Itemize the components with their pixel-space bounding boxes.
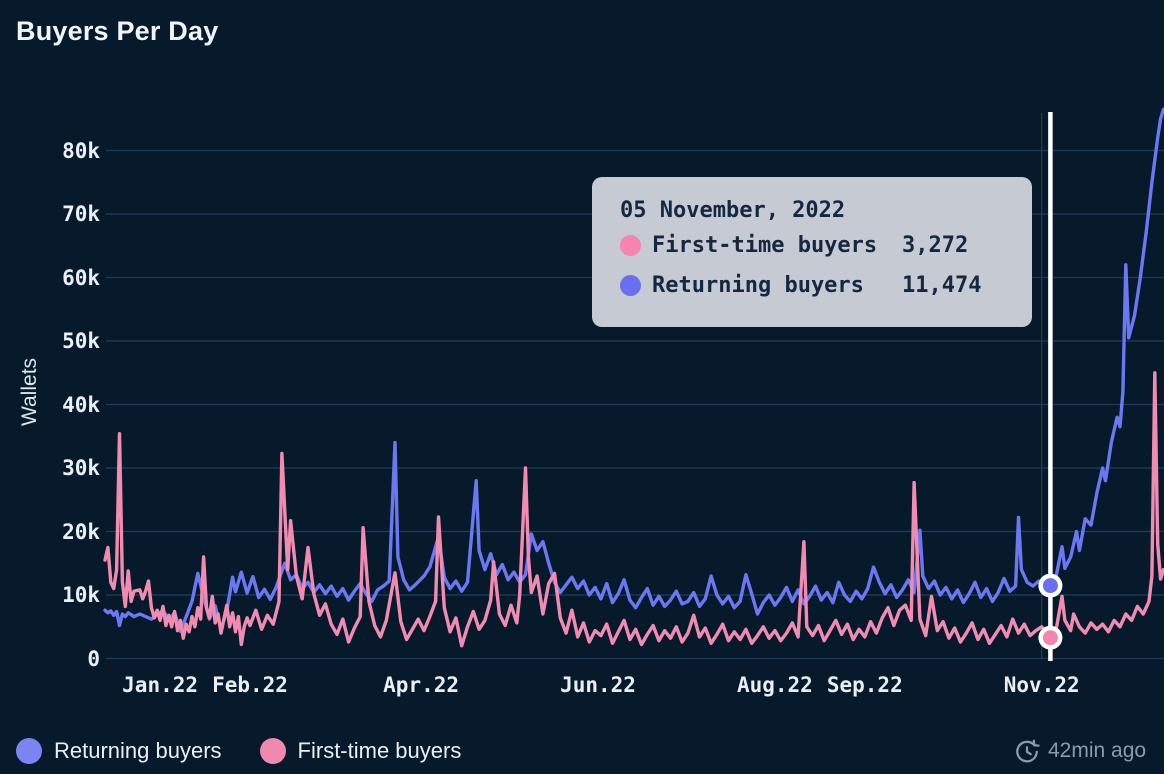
tooltip-series-label: First-time buyers <box>652 232 878 258</box>
tooltip-series-label: Returning buyers <box>652 272 864 298</box>
y-tick-label: 20k <box>62 519 100 544</box>
returning-buyers-line[interactable] <box>103 107 1164 633</box>
y-tick-label: 50k <box>62 329 100 353</box>
legend-item-returning-buyers[interactable]: Returning buyers <box>16 738 222 764</box>
tooltip-row-returning-buyers: Returning buyers 11,474 <box>620 265 1032 305</box>
tooltip-date: 05 November, 2022 <box>620 198 846 223</box>
x-tick-label: Sep.22 <box>826 673 903 697</box>
y-tick-label: 60k <box>62 265 100 290</box>
tooltip-series-value: 3,272 <box>902 232 969 258</box>
y-tick-label: 70k <box>62 202 100 226</box>
tooltip-series-value: 11,474 <box>902 272 982 298</box>
series-dot-icon <box>16 738 42 764</box>
series-dot-icon <box>620 274 641 296</box>
y-tick-label: 10k <box>62 583 100 607</box>
last-updated-label: 42min ago <box>1048 739 1147 762</box>
x-tick-label: Jan.22 <box>122 673 199 697</box>
page-title: Buyers Per Day <box>16 16 219 46</box>
chart-legend: Returning buyers First-time buyers <box>16 735 499 767</box>
chart-tooltip: 05 November, 2022 First-time buyers 3,272… <box>592 177 1032 327</box>
y-tick-label: 0 <box>87 646 100 671</box>
last-updated: 42min ago <box>1014 737 1146 765</box>
series-dot-icon <box>620 234 641 256</box>
x-tick-label: Nov.22 <box>1003 673 1080 697</box>
series-dot-icon <box>259 738 286 764</box>
legend-item-first-time-buyers[interactable]: First-time buyers <box>259 738 462 764</box>
refresh-clock-icon[interactable] <box>1014 738 1040 764</box>
y-tick-label: 80k <box>62 138 100 163</box>
x-tick-label: Apr.22 <box>383 673 460 697</box>
crosshair-marker-returning-buyers <box>1042 578 1058 594</box>
y-tick-label: 30k <box>62 456 100 480</box>
legend-label: Returning buyers <box>54 738 222 763</box>
crosshair-marker-first-time-buyers <box>1042 630 1058 646</box>
x-tick-label: Aug.22 <box>736 673 813 697</box>
tooltip-row-first-time-buyers: First-time buyers 3,272 <box>620 225 1032 265</box>
x-tick-label: Jun.22 <box>560 673 636 697</box>
first-time-buyers-line[interactable] <box>103 371 1164 648</box>
x-tick-label: Feb.22 <box>212 673 288 697</box>
y-tick-label: 40k <box>62 392 100 417</box>
legend-label: First-time buyers <box>297 738 462 763</box>
